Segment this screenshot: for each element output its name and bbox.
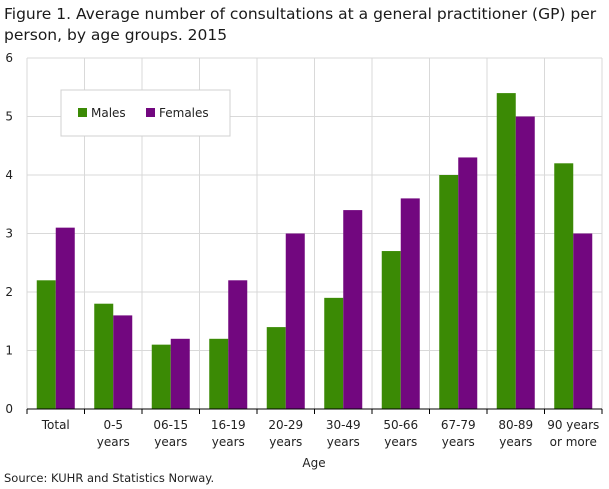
bar-females-5 bbox=[343, 210, 363, 409]
x-tick-label: 80-89 years bbox=[498, 418, 533, 449]
axes bbox=[26, 408, 603, 414]
x-tick-label: 30-49 years bbox=[326, 418, 361, 449]
bar-males-6 bbox=[381, 251, 401, 409]
x-tick-labels: Total 0-5 years 06-15 years 16-19 years 20-29 ye… bbox=[41, 418, 600, 449]
bar-females-9 bbox=[573, 233, 593, 409]
bar-males-7 bbox=[439, 175, 459, 409]
x-tick-label: 50-66 years bbox=[383, 418, 418, 449]
y-tick-label: 2 bbox=[5, 285, 13, 299]
x-tick-label: Total bbox=[41, 418, 70, 432]
bar-females-1 bbox=[113, 315, 133, 409]
x-tick-label: 06-15 years bbox=[153, 418, 188, 449]
x-tick-label: 16-19 years bbox=[211, 418, 246, 449]
y-tick-label: 1 bbox=[5, 344, 13, 358]
bar-females-8 bbox=[515, 116, 535, 409]
x-axis-label: Age bbox=[302, 456, 325, 470]
bar-females-6 bbox=[400, 198, 420, 409]
legend-label-females: Females bbox=[159, 106, 209, 120]
bar-males-5 bbox=[324, 297, 344, 409]
y-tick-label: 0 bbox=[5, 402, 13, 416]
y-tick-labels: 0 1 2 3 4 5 6 bbox=[5, 51, 13, 416]
bar-females-4 bbox=[285, 233, 305, 409]
bar-males-1 bbox=[94, 303, 114, 409]
legend-swatch-males bbox=[78, 108, 87, 117]
x-tick-label: 20-29 years bbox=[268, 418, 303, 449]
legend-label-males: Males bbox=[91, 106, 126, 120]
bar-females-0 bbox=[55, 227, 75, 409]
legend: Males Females bbox=[60, 89, 231, 137]
bar-males-2 bbox=[151, 344, 171, 409]
x-tick-label: 67-79 years bbox=[441, 418, 476, 449]
bar-females-3 bbox=[228, 280, 248, 409]
bar-females-7 bbox=[458, 157, 478, 409]
legend-swatch-females bbox=[146, 108, 155, 117]
y-tick-label: 4 bbox=[5, 168, 13, 182]
y-tick-label: 3 bbox=[5, 227, 13, 241]
y-tick-label: 6 bbox=[5, 51, 13, 65]
y-tick-label: 5 bbox=[5, 110, 13, 124]
x-tick-label: 0-5 years bbox=[97, 418, 130, 449]
bar-females-2 bbox=[170, 338, 190, 409]
bars bbox=[36, 93, 593, 409]
x-tick-label: 90 years or more bbox=[547, 418, 599, 449]
bar-males-8 bbox=[496, 93, 516, 409]
source-note: Source: KUHR and Statistics Norway. bbox=[4, 471, 215, 485]
bar-males-4 bbox=[266, 327, 286, 409]
bar-males-9 bbox=[554, 163, 574, 409]
chart-title: Figure 1. Average number of consultation… bbox=[4, 5, 597, 44]
bar-males-3 bbox=[209, 338, 229, 409]
legend-box bbox=[60, 89, 231, 137]
bar-males-0 bbox=[36, 280, 56, 409]
